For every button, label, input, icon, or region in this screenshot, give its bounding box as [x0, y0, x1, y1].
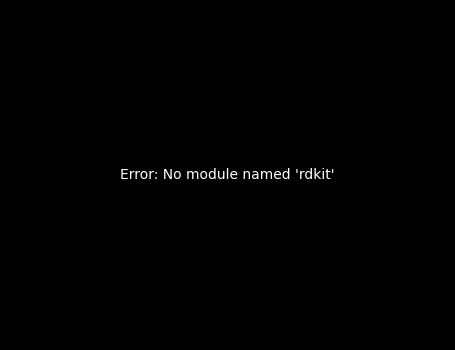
Text: Error: No module named 'rdkit': Error: No module named 'rdkit' [120, 168, 335, 182]
